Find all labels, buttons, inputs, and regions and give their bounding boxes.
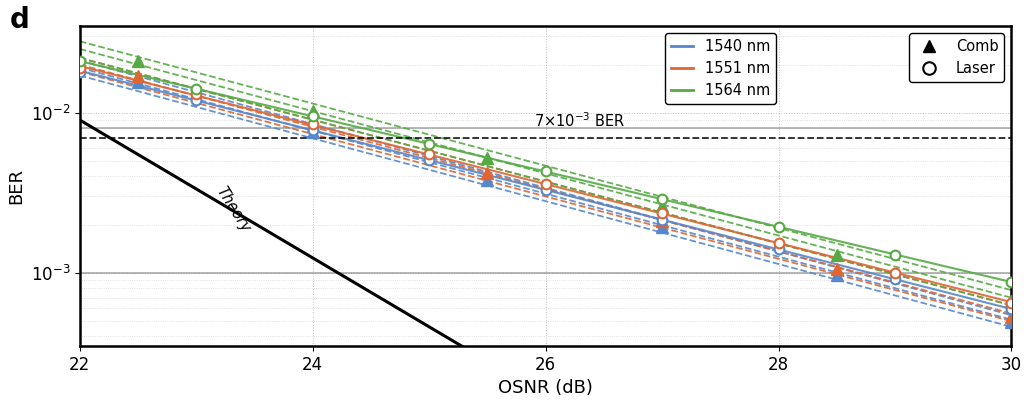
- Text: Theory: Theory: [214, 184, 253, 235]
- Text: d: d: [10, 6, 30, 34]
- Text: $7{\times}10^{-3}$ BER: $7{\times}10^{-3}$ BER: [534, 111, 626, 130]
- X-axis label: OSNR (dB): OSNR (dB): [498, 379, 593, 397]
- Legend: Comb, Laser: Comb, Laser: [909, 33, 1004, 82]
- Y-axis label: BER: BER: [7, 168, 25, 204]
